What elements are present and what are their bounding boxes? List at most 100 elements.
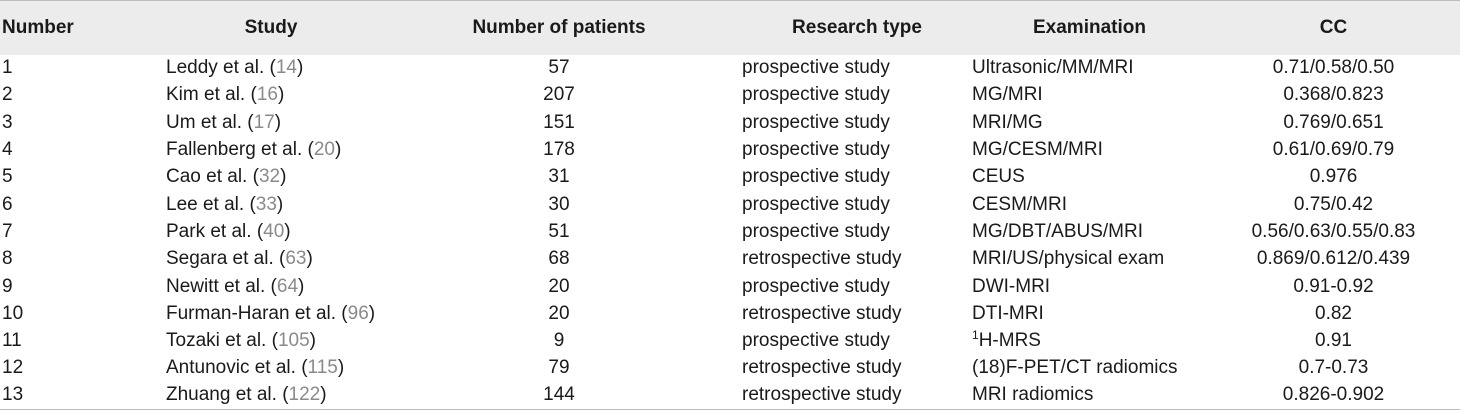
reference-link[interactable]: 16 (256, 84, 278, 106)
cell-research-type: prospective study (742, 220, 890, 242)
header-patients: Number of patients (472, 16, 646, 38)
reference-link[interactable]: 32 (258, 166, 281, 188)
cell-cc: 0.91-0.92 (1293, 275, 1374, 297)
reference-link[interactable]: 17 (253, 111, 275, 133)
table-row: 1 Leddy et al. (14) 57 prospective study Ult… (0, 55, 1460, 82)
reference-link[interactable]: 64 (276, 275, 299, 297)
cell-study: Park et al. (40) (166, 218, 376, 245)
exam-text: Ultrasonic/MM/MRI (972, 57, 1134, 79)
cell-study: Kim et al. (16) (166, 82, 376, 109)
cell-research-type: prospective study (742, 139, 890, 161)
cell-examination: MG/DBT/ABUS/MRI (972, 218, 1207, 245)
cell-cc: 0.769/0.651 (1283, 111, 1384, 133)
cell-study: Zhuang et al. (122) (166, 382, 376, 410)
header-number: Number (2, 16, 74, 38)
cell-patients: 207 (543, 84, 575, 106)
cell-research-type: retrospective study (742, 248, 902, 270)
study-author: Segara et al. ( (166, 248, 286, 270)
cell-patients: 51 (548, 220, 570, 242)
cell-cc: 0.976 (1309, 166, 1358, 188)
reference-link[interactable]: 40 (263, 220, 285, 242)
exam-text: MG/CESM/MRI (972, 139, 1103, 161)
table-row: 7 Park et al. (40) 51 prospective study MG/D… (0, 218, 1460, 245)
study-author: Lee et al. ( (166, 193, 256, 215)
reference-link[interactable]: 105 (277, 330, 310, 352)
cell-cc: 0.869/0.612/0.439 (1256, 248, 1411, 270)
header-examination: Examination (1033, 16, 1146, 38)
study-close-paren: ) (296, 57, 304, 79)
cell-research-type: prospective study (742, 330, 890, 352)
cell-examination: (18)F-PET/CT radiomics (972, 355, 1207, 382)
reference-link[interactable]: 122 (288, 384, 321, 406)
cell-patients: 178 (543, 139, 575, 161)
reference-link[interactable]: 33 (255, 193, 277, 215)
reference-link[interactable]: 20 (313, 139, 335, 161)
cell-number: 8 (2, 248, 13, 270)
cell-cc: 0.82 (1315, 302, 1352, 324)
study-author: Leddy et al. ( (166, 57, 276, 79)
cell-examination: DWI-MRI (972, 273, 1207, 300)
cell-study: Cao et al. (32) (166, 164, 376, 191)
cell-examination: DTI-MRI (972, 300, 1207, 327)
exam-text: MG/MRI (972, 84, 1043, 106)
cell-cc: 0.71/0.58/0.50 (1272, 57, 1395, 79)
study-close-paren: ) (298, 275, 305, 297)
table-body: 1 Leddy et al. (14) 57 prospective study Ult… (0, 55, 1460, 410)
table-row: 3 Um et al. (17) 151 prospective study MRI/M… (0, 109, 1460, 136)
reference-link[interactable]: 115 (307, 357, 338, 379)
study-close-paren: ) (368, 302, 376, 324)
cell-cc: 0.75/0.42 (1293, 193, 1374, 215)
cell-research-type: prospective study (742, 84, 890, 106)
reference-link[interactable]: 63 (285, 248, 307, 270)
cell-patients: 151 (543, 111, 575, 133)
cell-examination: Ultrasonic/MM/MRI (972, 55, 1207, 82)
cell-examination: MG/CESM/MRI (972, 136, 1207, 163)
exam-text: MG/DBT/ABUS/MRI (972, 220, 1144, 242)
study-close-paren: ) (276, 193, 284, 215)
table-header: Number Study Number of patients Research… (0, 0, 1460, 55)
cell-cc: 0.56/0.63/0.55/0.83 (1251, 220, 1416, 242)
study-close-paren: ) (280, 166, 287, 188)
cell-patients: 31 (548, 166, 570, 188)
cell-study: Newitt et al. (64) (166, 273, 376, 300)
study-author: Furman-Haran et al. ( (166, 302, 348, 324)
cell-number: 6 (2, 193, 13, 215)
header-cc: CC (1319, 16, 1348, 38)
exam-text: CESM/MRI (972, 193, 1067, 215)
exam-text: MRI radiomics (972, 384, 1094, 406)
cell-patients: 57 (548, 57, 570, 79)
cell-examination: 1H-MRS (972, 327, 1207, 354)
study-close-paren: ) (284, 220, 291, 242)
exam-text: DWI-MRI (972, 275, 1051, 297)
study-close-paren: ) (335, 139, 342, 161)
cell-study: Segara et al. (63) (166, 246, 376, 273)
reference-link[interactable]: 14 (275, 57, 297, 79)
exam-text: DTI-MRI (972, 302, 1044, 324)
cell-study: Lee et al. (33) (166, 191, 376, 218)
cell-research-type: prospective study (742, 275, 890, 297)
cell-study: Antunovic et al. (115) (166, 355, 376, 382)
study-author: Park et al. ( (166, 220, 264, 242)
study-close-paren: ) (320, 384, 327, 406)
cell-patients: 68 (548, 248, 570, 270)
table-row: 11 Tozaki et al. (105) 9 prospective study 1… (0, 327, 1460, 354)
study-author: Cao et al. ( (166, 166, 259, 188)
cell-study: Um et al. (17) (166, 109, 376, 136)
cell-examination: MRI/MG (972, 109, 1207, 136)
cell-examination: CESM/MRI (972, 191, 1207, 218)
exam-text: H-MRS (978, 330, 1041, 352)
study-close-paren: ) (277, 84, 285, 106)
cell-number: 1 (2, 57, 13, 79)
study-close-paren: ) (309, 330, 316, 352)
reference-link[interactable]: 96 (347, 302, 369, 324)
cell-research-type: retrospective study (742, 357, 902, 379)
cell-research-type: prospective study (742, 193, 890, 215)
study-author: Fallenberg et al. ( (166, 139, 314, 161)
study-author: Antunovic et al. ( (166, 357, 308, 379)
cell-research-type: retrospective study (742, 302, 902, 324)
study-close-paren: ) (274, 111, 282, 133)
cell-research-type: prospective study (742, 111, 890, 133)
cell-cc: 0.826-0.902 (1207, 382, 1460, 410)
table-row: 6 Lee et al. (33) 30 prospective study CESM/… (0, 191, 1460, 218)
exam-text: MRI/US/physical exam (972, 248, 1165, 270)
